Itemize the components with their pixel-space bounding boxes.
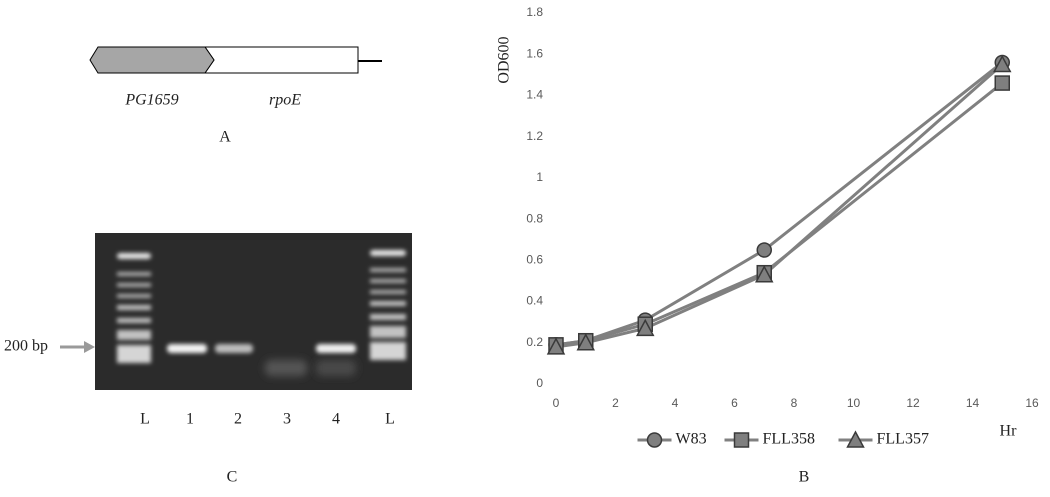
gene-label: rpoE	[269, 92, 301, 109]
lane-label: L	[140, 411, 150, 428]
lane-labels: L 1 2 3 4 L	[140, 411, 395, 428]
y-tick-label: 1.8	[526, 5, 543, 19]
lane-label: 1	[186, 411, 194, 428]
marker	[994, 75, 1010, 91]
legend-label: FLL357	[877, 431, 929, 448]
x-axis-label: Hr	[1000, 423, 1018, 440]
band	[215, 344, 253, 353]
y-tick-label: 1.6	[526, 46, 543, 60]
y-tick-label: 1	[536, 170, 543, 184]
legend-label: W83	[676, 431, 707, 448]
series-line	[555, 61, 1004, 347]
x-tick-label: 10	[847, 396, 861, 410]
marker	[576, 333, 595, 351]
marker	[756, 242, 772, 258]
gene-label: PG1659	[124, 92, 178, 109]
marker	[993, 54, 1012, 73]
marker	[733, 432, 750, 448]
marker-arrow	[84, 341, 95, 353]
gene-rpoe	[204, 46, 359, 74]
x-tick-label: 4	[672, 396, 679, 410]
panel-label: A	[219, 129, 231, 146]
band	[167, 344, 207, 353]
band	[316, 360, 356, 376]
x-tick-label: 0	[553, 396, 560, 410]
gene-pg1659	[89, 46, 215, 74]
lane-label: 2	[234, 411, 242, 428]
x-tick-label: 6	[731, 396, 738, 410]
panel-label: C	[227, 469, 238, 486]
series-line	[555, 63, 1004, 349]
x-tick-label: 2	[612, 396, 619, 410]
lane-label: 4	[332, 411, 340, 428]
y-tick-label: 0.8	[526, 211, 543, 225]
band	[316, 344, 356, 353]
y-tick-label: 1.4	[526, 88, 543, 102]
ladder-right	[370, 250, 406, 360]
y-tick-label: 1.2	[526, 129, 543, 143]
y-axis-label: OD600	[496, 36, 513, 83]
lane-label: 3	[283, 411, 291, 428]
marker	[755, 265, 774, 283]
y-tick-label: 0.2	[526, 335, 543, 349]
marker	[636, 318, 655, 337]
x-tick-label: 16	[1025, 396, 1039, 410]
gel-background	[95, 233, 412, 390]
line-chart: OD600 Hr B 0 0.2 0.4 0.6 0.8 1 1.2 1.4 1.6 1.8 0 2 4…	[496, 5, 1039, 486]
x-tick-label: 8	[791, 396, 798, 410]
y-tick-label: 0	[536, 376, 543, 390]
gel: 200 bp L 1 2 3 4 L C	[4, 233, 412, 486]
legend-label: FLL358	[763, 431, 815, 448]
y-tick-label: 0.4	[526, 294, 543, 308]
x-tick-label: 14	[966, 396, 980, 410]
y-tick-label: 0.6	[526, 253, 543, 267]
ladder-left	[117, 253, 151, 363]
marker	[646, 432, 663, 448]
marker	[546, 337, 566, 355]
band	[265, 360, 307, 376]
gene-diagram: PG1659 rpoE A	[89, 46, 382, 146]
marker	[846, 430, 865, 448]
x-tick-label: 12	[906, 396, 920, 410]
lane-label: L	[385, 411, 395, 428]
panel-label: B	[799, 469, 810, 486]
marker-label: 200 bp	[4, 338, 48, 355]
